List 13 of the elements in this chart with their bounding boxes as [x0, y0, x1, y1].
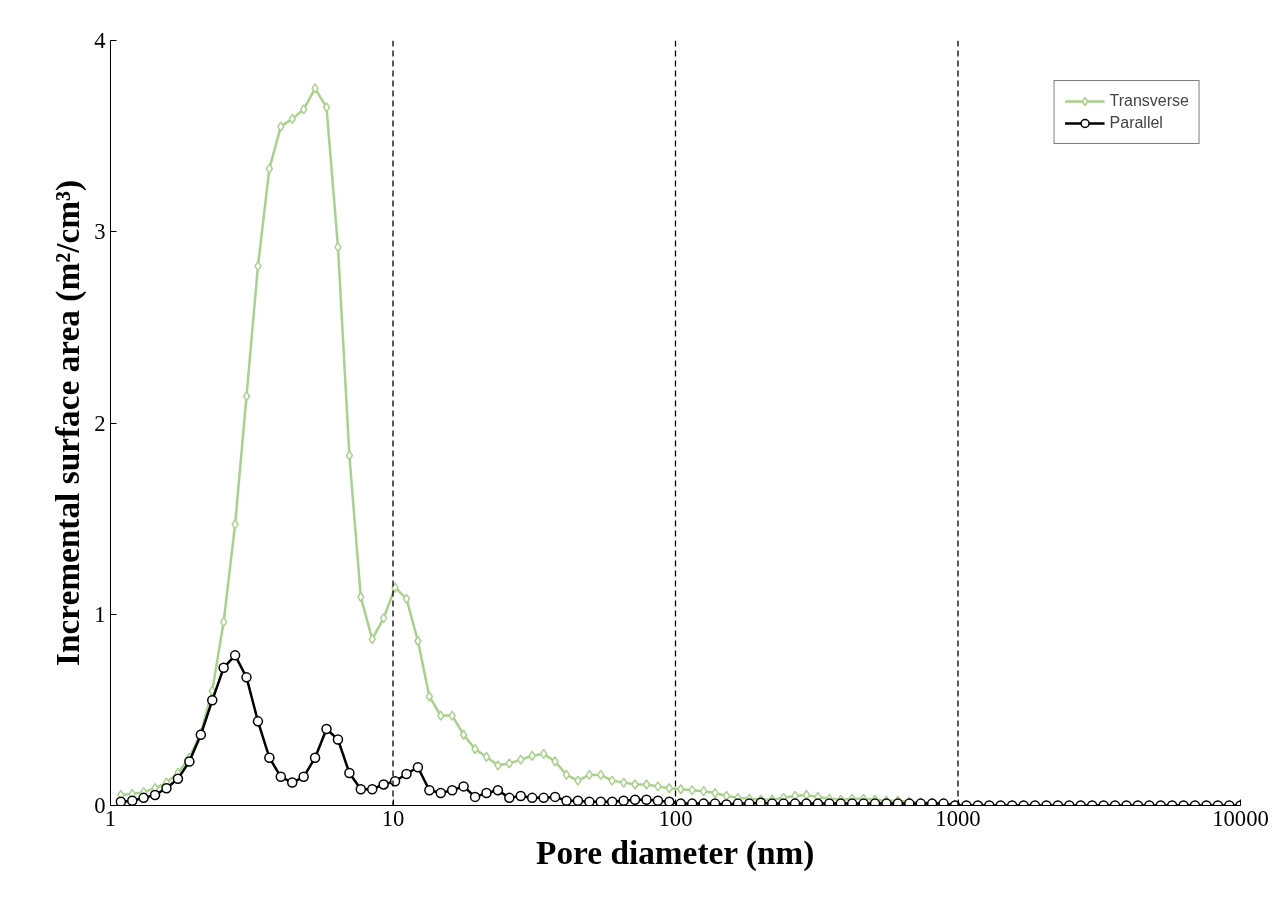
y-tick-label: 0 [94, 793, 106, 818]
x-tick-label: 10000 [1212, 805, 1269, 831]
y-tick-label: 3 [94, 219, 106, 245]
y-axis-title: Incremental surface area (m²/cm³) [49, 179, 88, 667]
legend-label: Parallel [1109, 114, 1163, 132]
y-tick-label: 2 [94, 410, 106, 436]
x-tick-label: 10 [381, 805, 405, 831]
x-tick-label: 1000 [935, 805, 981, 831]
y-tick-label: 1 [94, 601, 106, 627]
x-tick-label: 100 [658, 805, 693, 831]
y-tick-label: 4 [94, 28, 106, 53]
legend-label: Transverse [1109, 92, 1189, 110]
x-axis-title: Pore diameter (nm) [536, 833, 815, 872]
